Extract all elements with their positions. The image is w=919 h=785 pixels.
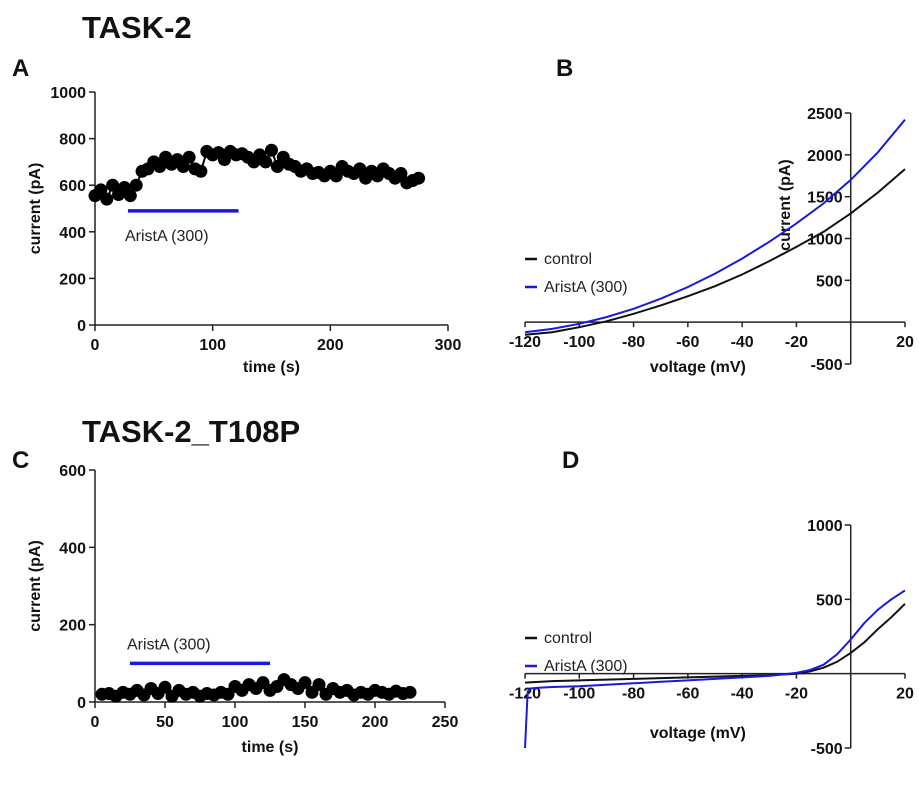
data-point [106,178,120,192]
panel-label-c: C [12,447,29,474]
data-point [94,183,108,197]
y-tick-label: 2000 [807,148,843,165]
data-point [265,143,278,157]
heading-task2: TASK-2 [82,10,192,45]
data-point [129,178,143,192]
panel-label-d: D [562,447,579,474]
y-tick-label: 500 [816,273,843,290]
x-tick-label: 100 [199,337,226,354]
x-tick-label: -100 [563,334,595,351]
x-axis-label: voltage (mV) [650,725,746,742]
data-point [394,167,408,181]
drug-application-label: AristA (300) [125,228,209,245]
y-tick-label: -500 [811,357,843,374]
x-tick-label: 0 [91,337,100,354]
y-axis-label: current (pA) [27,540,44,632]
x-tick-label: 150 [292,714,319,731]
data-point [298,676,312,690]
data-point [176,160,190,174]
x-tick-label: 20 [896,334,914,351]
y-tick-label: 1000 [807,518,843,535]
data-point [403,685,417,699]
data-point [412,171,426,185]
legend-label: AristA (300) [544,658,628,675]
legend-label: control [544,630,592,647]
x-tick-label: 100 [222,714,249,731]
y-tick-label: -500 [811,741,843,758]
x-tick-label: 200 [362,714,389,731]
panel-label-b: B [556,55,573,82]
y-tick-label: 1000 [50,85,86,102]
data-point [270,160,284,174]
x-tick-label: -120 [509,334,541,351]
data-point [312,678,326,692]
x-tick-label: -80 [622,686,645,703]
x-tick-label: 20 [896,686,914,703]
x-tick-label: 50 [156,714,174,731]
y-tick-label: 400 [59,540,86,557]
x-tick-label: -80 [622,334,645,351]
x-tick-label: -40 [731,334,754,351]
x-axis-label: voltage (mV) [650,359,746,376]
data-point [194,164,208,178]
data-point [123,189,137,203]
y-tick-label: 200 [59,618,86,635]
y-tick-label: 200 [59,271,86,288]
series-line [524,168,906,336]
data-point [100,192,114,206]
y-tick-label: 0 [77,318,86,335]
x-tick-label: -100 [563,686,595,703]
x-axis-label: time (s) [242,739,299,756]
panel-label-a: A [12,55,29,82]
y-tick-label: 500 [816,592,843,609]
series-line [524,119,906,334]
x-axis-label: time (s) [243,359,300,376]
x-tick-label: -60 [676,686,699,703]
y-tick-label: 0 [77,695,86,712]
data-point [182,150,196,164]
panel-a-chart: 0 200 400 600 800 1000 0 100 200 300 time (s) curre… [27,85,461,376]
y-tick-label: 400 [59,225,86,242]
legend-label: AristA (300) [544,279,628,296]
y-tick-label: 800 [59,132,86,149]
drug-application-label: AristA (300) [127,636,211,653]
x-tick-label: -60 [676,334,699,351]
data-point [353,162,367,176]
y-axis-label: current (pA) [27,163,44,255]
y-tick-label: 600 [59,178,86,195]
legend-label: control [544,251,592,268]
data-point [158,680,172,694]
data-point [259,155,273,169]
x-tick-label: -20 [785,334,808,351]
data-point [153,160,167,174]
panel-c-chart: 0 200 400 600 0 50 100 150 200 250 time (s) current… [27,463,458,756]
data-point [329,169,343,183]
x-tick-label: -40 [731,686,754,703]
x-tick-label: 0 [91,714,100,731]
x-tick-label: -120 [509,686,541,703]
x-tick-label: 300 [435,337,462,354]
series-line [524,589,906,749]
x-tick-label: 200 [317,337,344,354]
panel-d-chart: -500 500 1000 -120 -100 -80 -60 -40 -20 20 voltage… [509,518,914,758]
y-tick-label: 1000 [807,232,843,249]
y-tick-label: 600 [59,463,86,480]
heading-task2-t108p: TASK-2_T108P [82,414,300,449]
x-tick-label: -20 [785,686,808,703]
y-axis-label: current (pA) [777,159,794,251]
x-tick-label: 250 [432,714,459,731]
y-tick-label: 2500 [807,106,843,123]
